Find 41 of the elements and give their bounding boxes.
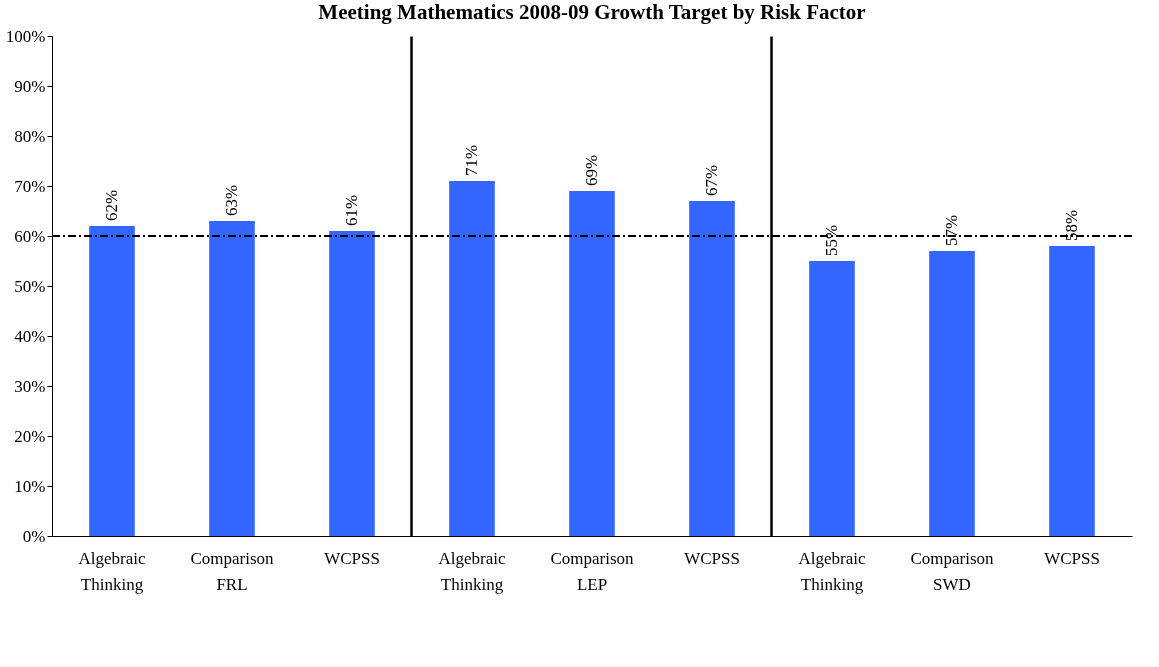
bar — [1049, 246, 1095, 536]
data-label: 62% — [102, 189, 121, 221]
y-tick-label: 20% — [14, 426, 46, 446]
bar — [89, 226, 135, 536]
x-tick-label: Comparison — [910, 548, 995, 568]
bar — [209, 221, 255, 536]
y-tick-label: 10% — [14, 476, 46, 496]
x-tick-label: Algebraic Thinking — [798, 548, 866, 594]
y-tick-label: 60% — [14, 226, 46, 246]
bar — [329, 231, 375, 536]
bar — [929, 251, 975, 536]
data-label: 58% — [1062, 209, 1081, 241]
bar — [809, 261, 855, 536]
x-tick-label: WCPSS — [1044, 548, 1100, 568]
data-label: 67% — [702, 164, 721, 196]
bar — [689, 201, 735, 536]
y-tick-label: 50% — [14, 276, 46, 296]
y-tick-label: 90% — [14, 76, 46, 96]
data-label: 71% — [462, 144, 481, 176]
text: SWD — [933, 574, 971, 594]
bar — [569, 191, 615, 536]
data-label: 69% — [582, 154, 601, 186]
text: FRL — [216, 574, 248, 594]
bar — [449, 181, 495, 536]
y-tick-label: 0% — [22, 526, 46, 546]
y-tick-label: 100% — [5, 26, 46, 46]
x-tick-label: Comparison — [550, 548, 635, 568]
x-tick-label: WCPSS — [324, 548, 380, 568]
chart-title: Meeting Mathematics 2008-09 Growth Target by Risk Factor — [318, 0, 866, 24]
data-label: 63% — [222, 184, 241, 216]
x-tick-label: Algebraic Thinking — [438, 548, 506, 594]
y-tick-label: 80% — [14, 126, 46, 146]
y-tick-label: 40% — [14, 326, 46, 346]
x-tick-label: Algebraic Thinking — [78, 548, 146, 594]
y-tick-label: 30% — [14, 376, 46, 396]
x-tick-label: WCPSS — [684, 548, 740, 568]
text: LEP — [576, 574, 608, 594]
data-label: 57% — [942, 214, 961, 246]
x-tick-label: Comparison — [190, 548, 275, 568]
data-label: 61% — [342, 194, 361, 226]
y-tick-label: 70% — [14, 176, 46, 196]
